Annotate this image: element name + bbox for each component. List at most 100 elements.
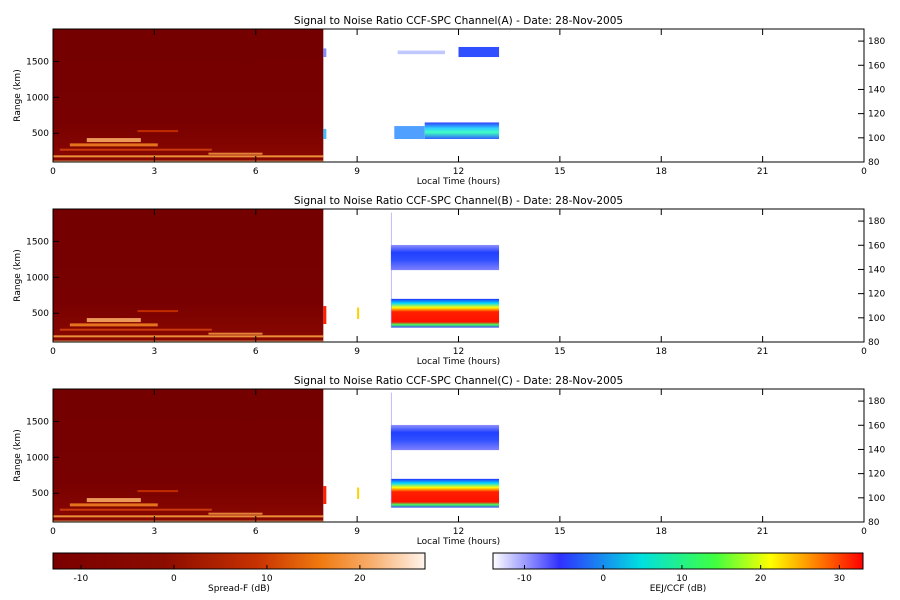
colorbar-tick-label: 0	[171, 574, 177, 584]
x-axis-label: Local Time (hours)	[417, 357, 500, 367]
colorbar-gradient	[52, 552, 426, 570]
eej-region-lower	[424, 122, 500, 139]
y-axis-label-left: Range (km)	[13, 69, 23, 121]
x-tick-label: 15	[554, 527, 565, 537]
x-tick-label: 21	[757, 167, 768, 177]
spreadf-streak	[86, 138, 141, 143]
spreadf-streak	[86, 318, 141, 323]
x-tick-label: 3	[152, 527, 158, 537]
x-tick-label: 15	[554, 167, 565, 177]
x-tick-label: 0	[861, 167, 867, 177]
y-tick-label-left: 1000	[26, 273, 49, 283]
y-tick-label-right: 80	[868, 158, 880, 168]
eej-speck	[357, 307, 360, 319]
colorbar-0: -10 0 10 20 Spread-F (dB)	[52, 552, 426, 594]
y-tick-label-left: 1000	[26, 93, 49, 103]
colorbar-tick-label: -10	[74, 574, 89, 584]
x-tick-label: 21	[757, 527, 768, 537]
eej-region-upper	[458, 46, 500, 58]
y-tick-label-right: 140	[868, 445, 885, 455]
colorbar-tick-label: 10	[676, 574, 688, 584]
y-axis-label-left: Range (km)	[13, 249, 23, 301]
eej-region-upper	[390, 244, 500, 271]
eej-speck	[323, 48, 327, 58]
spreadf-streak	[53, 515, 324, 518]
x-tick-label: 12	[453, 347, 464, 357]
x-tick-label: 6	[253, 347, 259, 357]
y-tick-label-right: 100	[868, 494, 885, 504]
x-tick-label: 3	[152, 347, 158, 357]
y-tick-label-right: 120	[868, 470, 885, 480]
eej-speck	[357, 487, 360, 499]
x-tick-label: 12	[453, 527, 464, 537]
spreadf-streak	[137, 490, 179, 493]
x-tick-label: 18	[656, 347, 668, 357]
y-tick-label-left: 1500	[26, 57, 49, 67]
panel-title: Signal to Noise Ratio CCF-SPC Channel(B)…	[294, 195, 623, 207]
y-tick-label-left: 500	[32, 309, 49, 319]
eej-region-upper	[390, 424, 500, 451]
spreadf-streak	[208, 332, 263, 335]
spreadf-streak	[208, 512, 263, 515]
x-tick-label: 0	[50, 167, 56, 177]
colorbar-tick-label: 20	[755, 574, 767, 584]
spreadf-streak	[53, 155, 324, 158]
y-tick-label-right: 160	[868, 241, 885, 251]
eej-region-lower	[390, 478, 500, 508]
y-tick-label-right: 120	[868, 290, 885, 300]
x-tick-label: 6	[253, 167, 259, 177]
spreadf-streak	[137, 130, 179, 133]
x-tick-label: 3	[152, 167, 158, 177]
colorbar-tick-label: 30	[834, 574, 846, 584]
y-tick-label-right: 180	[868, 397, 885, 407]
spreadf-streak	[59, 508, 212, 511]
y-tick-label-right: 180	[868, 217, 885, 227]
x-tick-label: 15	[554, 347, 565, 357]
y-tick-label-left: 500	[32, 489, 49, 499]
y-tick-label-left: 500	[32, 129, 49, 139]
colorbar-gradient	[492, 552, 864, 570]
eej-region-lower	[390, 298, 500, 328]
eej-speck	[323, 306, 327, 325]
x-tick-label: 9	[354, 527, 360, 537]
y-tick-label-right: 140	[868, 85, 885, 95]
panel-b: Signal to Noise Ratio CCF-SPC Channel(B)…	[13, 195, 885, 367]
spreadf-streak	[53, 160, 324, 163]
x-tick-label: 18	[656, 527, 668, 537]
panel-title: Signal to Noise Ratio CCF-SPC Channel(A)…	[294, 15, 623, 27]
panel-a: Signal to Noise Ratio CCF-SPC Channel(A)…	[13, 15, 885, 187]
spreadf-streak	[69, 323, 158, 327]
colorbar-1: -10 0 10 20 30 EEJ/CCF (dB)	[492, 552, 864, 594]
x-tick-label: 0	[50, 527, 56, 537]
eej-region-upper-start	[397, 50, 445, 55]
spreadf-streak	[59, 148, 212, 151]
colorbar-tick-label: 10	[261, 574, 273, 584]
x-tick-label: 12	[453, 167, 464, 177]
x-tick-label: 0	[861, 527, 867, 537]
x-tick-label: 9	[354, 347, 360, 357]
eej-speck	[323, 486, 327, 505]
spreadf-streak	[59, 328, 212, 331]
colorbar-tick-label: 0	[600, 574, 606, 584]
spreadf-streak	[53, 340, 324, 343]
y-tick-label-left: 1500	[26, 417, 49, 427]
spreadf-streak	[86, 498, 141, 503]
y-tick-label-right: 180	[868, 37, 885, 47]
x-tick-label: 6	[253, 527, 259, 537]
x-tick-label: 18	[656, 167, 668, 177]
spreadf-streak	[208, 152, 263, 155]
x-tick-label: 9	[354, 167, 360, 177]
eej-region-lower-start	[394, 126, 425, 139]
y-tick-label-right: 120	[868, 110, 885, 120]
x-tick-label: 0	[50, 347, 56, 357]
y-tick-label-left: 1000	[26, 453, 49, 463]
x-axis-label: Local Time (hours)	[417, 177, 500, 187]
y-axis-label-left: Range (km)	[13, 429, 23, 481]
spreadf-streak	[53, 520, 324, 523]
y-tick-label-right: 100	[868, 134, 885, 144]
y-tick-label-right: 80	[868, 518, 880, 528]
panel-c: Signal to Noise Ratio CCF-SPC Channel(C)…	[13, 375, 885, 547]
spreadf-streak	[53, 335, 324, 338]
spreadf-streak	[69, 143, 158, 147]
